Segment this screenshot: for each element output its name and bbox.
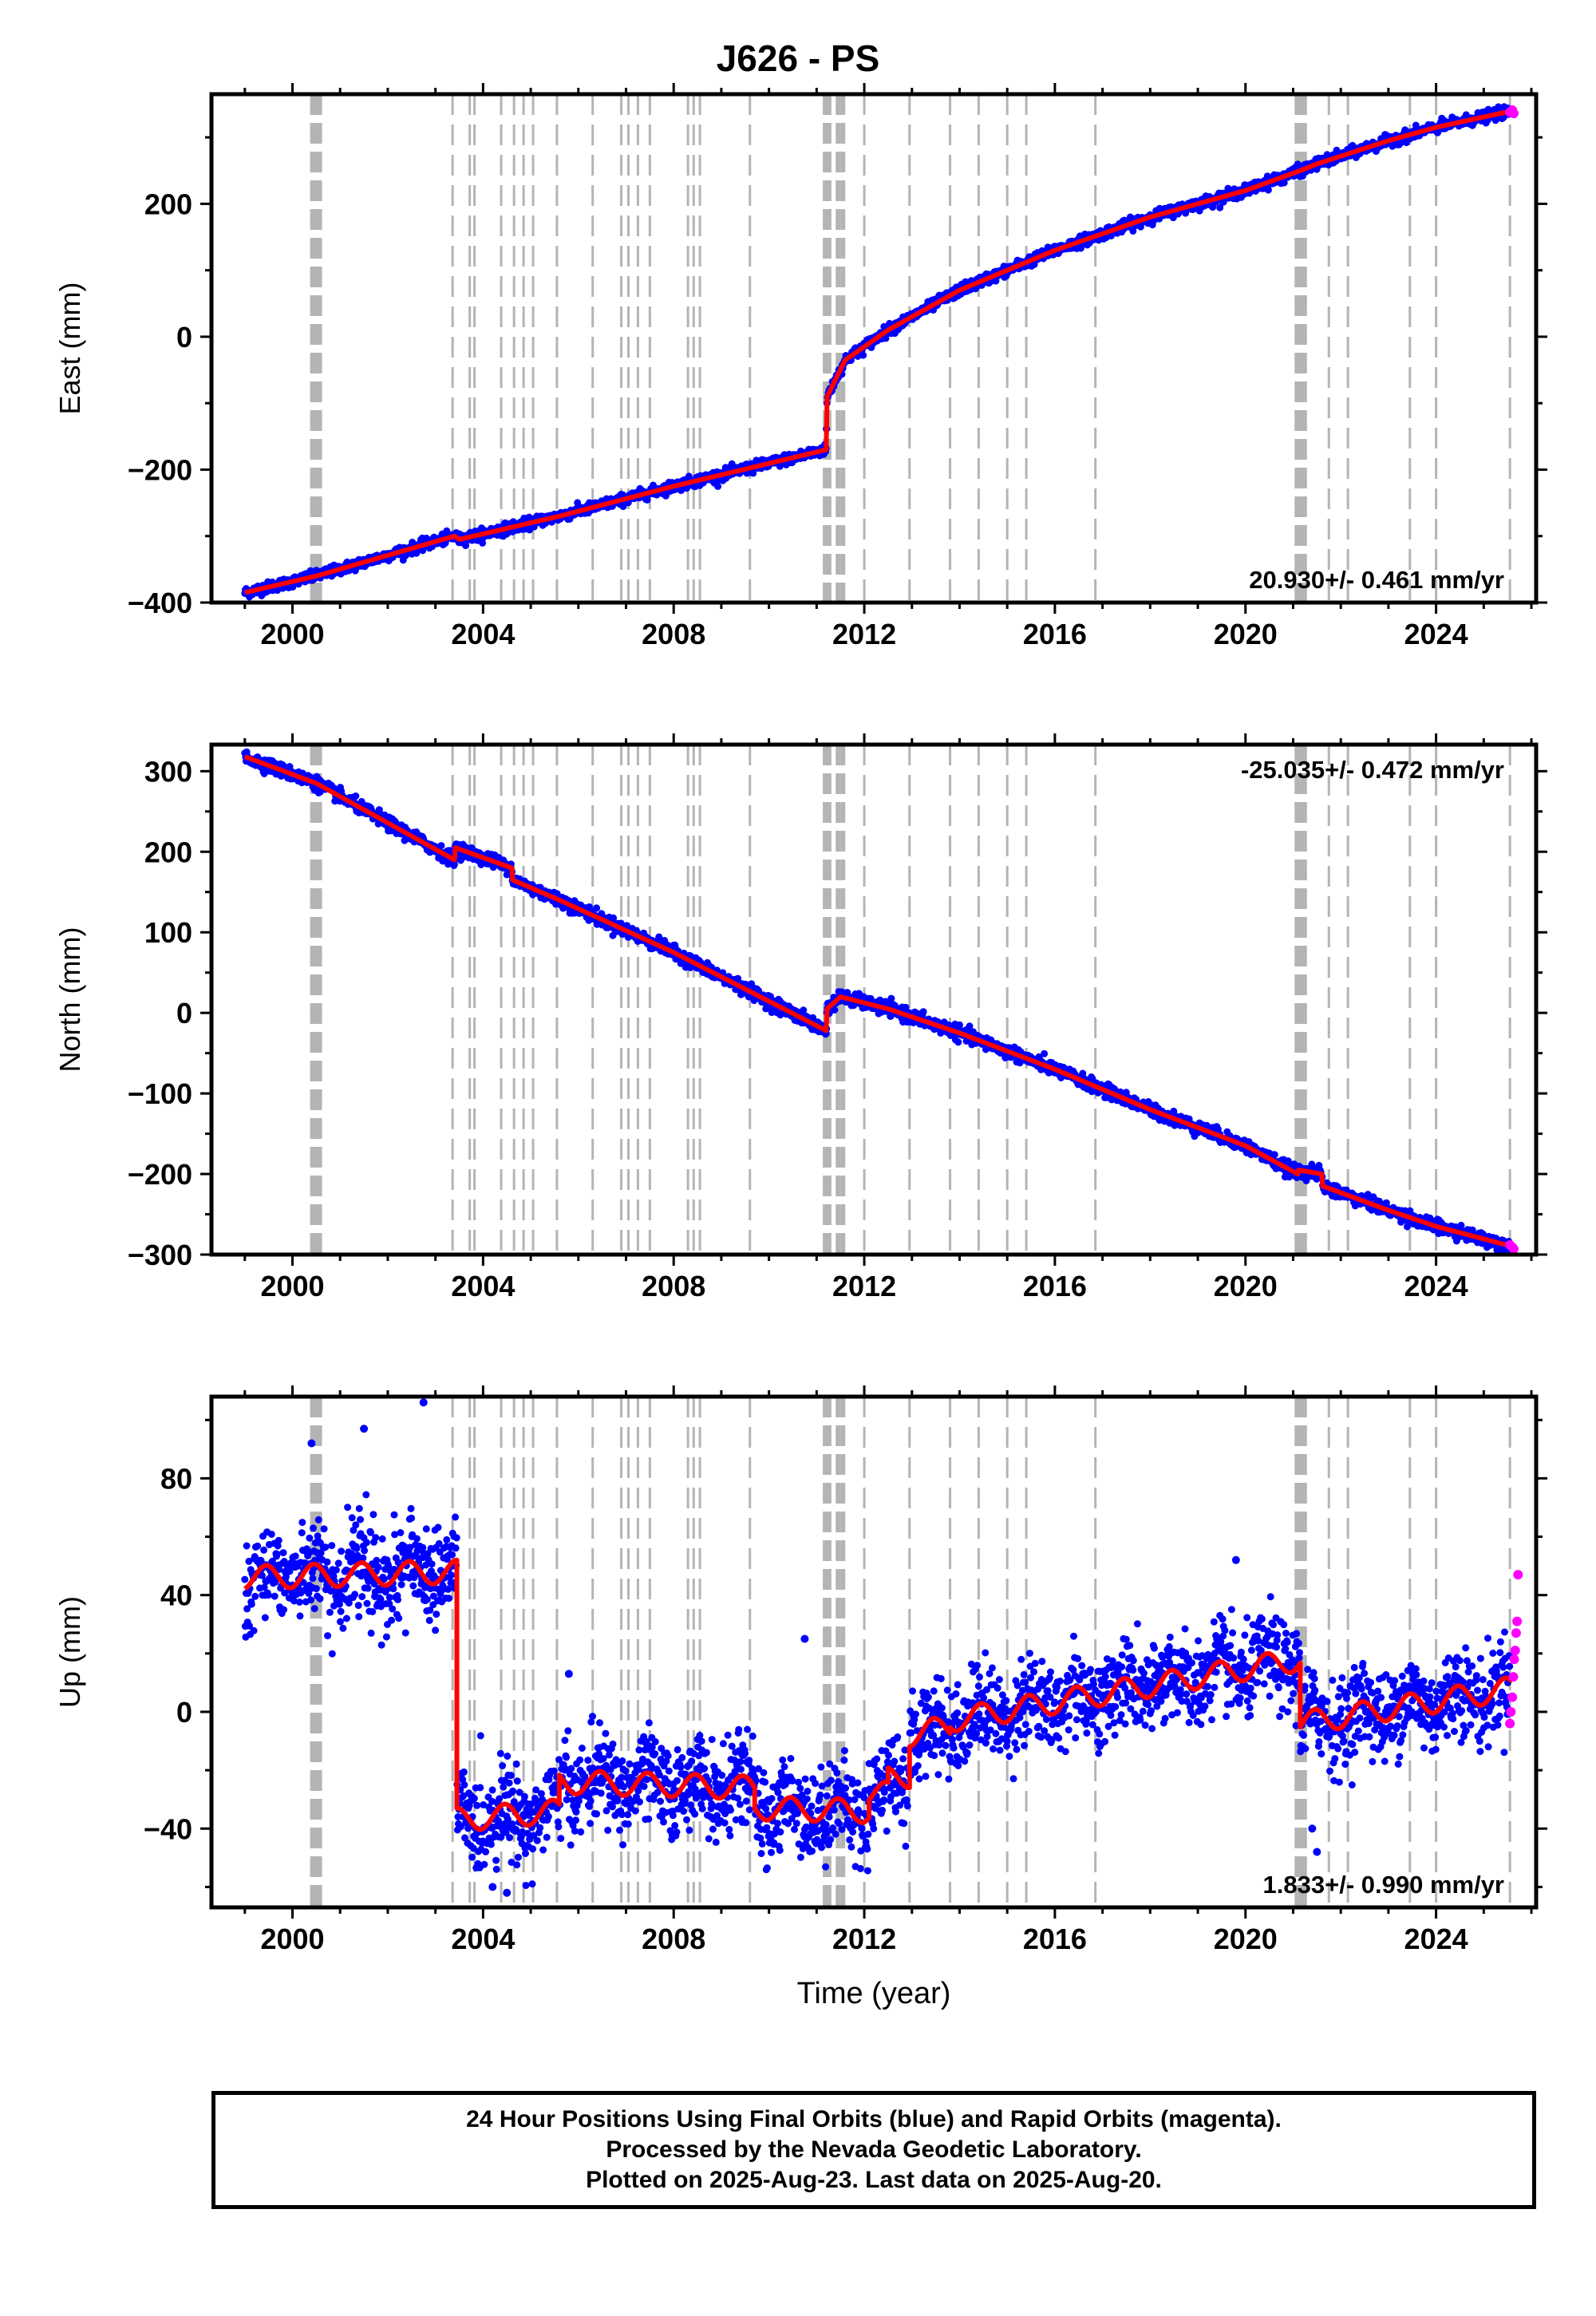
plot-frame xyxy=(209,92,1539,605)
plot-content xyxy=(241,745,1519,1255)
x-tick-label: 2000 xyxy=(260,1270,324,1302)
x-tick-label: 2012 xyxy=(832,618,896,650)
rapid-orbit-point xyxy=(1513,1570,1523,1580)
rapid-orbit-point xyxy=(1512,1616,1523,1626)
x-tick-label: 2000 xyxy=(260,618,324,650)
x-tick-label: 2024 xyxy=(1404,1270,1468,1302)
plot-frame xyxy=(209,1394,1539,1910)
outlier-point xyxy=(360,1425,369,1433)
y-tick-label: 80 xyxy=(160,1462,192,1495)
footer-line-1: 24 Hour Positions Using Final Orbits (bl… xyxy=(466,2106,1282,2132)
model-line xyxy=(244,108,1513,595)
rapid-orbit-point xyxy=(1509,1654,1519,1665)
north-panel: 2000 2004 2008 2012 2016 2020 2024−300−200−100… xyxy=(53,733,1547,1302)
model-line xyxy=(243,1557,1515,1832)
outlier-point xyxy=(1231,1555,1240,1564)
y-tick-label: 200 xyxy=(144,188,192,220)
y-tick-label: −400 xyxy=(128,587,192,619)
y-tick-label: 40 xyxy=(160,1579,192,1612)
x-tick-label: 2016 xyxy=(1023,1270,1087,1302)
chart-title: J626 - PS xyxy=(716,38,880,79)
footer-box: 24 Hour Positions Using Final Orbits (bl… xyxy=(211,2091,1536,2209)
x-tick-label: 2016 xyxy=(1023,1923,1087,1955)
x-axis-label: Time (year) xyxy=(797,1977,951,2010)
x-tick-label: 2024 xyxy=(1404,1923,1468,1955)
footer-line-3: Plotted on 2025-Aug-23. Last data on 202… xyxy=(586,2167,1162,2193)
y-tick-label: 0 xyxy=(176,321,192,354)
y-axis-label: East (mm) xyxy=(53,283,86,415)
y-tick-label: 100 xyxy=(144,916,192,949)
rapid-orbit-point xyxy=(1505,1718,1515,1729)
y-tick-label: −200 xyxy=(128,1158,192,1191)
x-tick-label: 2012 xyxy=(832,1923,896,1955)
x-tick-label: 2016 xyxy=(1023,618,1087,650)
x-tick-label: 2020 xyxy=(1214,1923,1278,1955)
rapid-orbit-point xyxy=(1511,1628,1521,1638)
rapid-orbit-point xyxy=(1508,1672,1519,1682)
y-tick-label: 300 xyxy=(144,755,192,788)
outlier-point xyxy=(419,1398,428,1407)
y-tick-label: −300 xyxy=(128,1239,192,1271)
y-tick-label: −100 xyxy=(128,1077,192,1110)
model-line xyxy=(243,754,1513,1249)
x-tick-label: 2004 xyxy=(451,618,515,650)
x-tick-label: 2008 xyxy=(642,618,705,650)
x-tick-label: 2008 xyxy=(642,1923,705,1955)
x-tick-label: 2024 xyxy=(1404,618,1468,650)
y-tick-label: −40 xyxy=(144,1812,192,1845)
x-tick-label: 2012 xyxy=(832,1270,896,1302)
rapid-orbit-point xyxy=(1510,1646,1520,1656)
east-panel: 2000 2004 2008 2012 2016 2020 2024 −400 −200 0 200… xyxy=(53,83,1547,650)
rate-label: -25.035+/- 0.472 mm/yr xyxy=(1241,756,1504,784)
y-tick-label: 200 xyxy=(144,836,192,868)
y-axis-label: North (mm) xyxy=(53,927,86,1073)
x-tick-label: 2004 xyxy=(451,1270,515,1302)
outlier-point xyxy=(564,1670,573,1678)
rapid-orbit-point xyxy=(1508,109,1519,119)
x-tick-label: 2008 xyxy=(642,1270,705,1302)
outlier-point xyxy=(1313,1848,1321,1856)
outlier-point xyxy=(488,1883,497,1891)
y-tick-label: 0 xyxy=(176,1696,192,1729)
x-tick-label: 2000 xyxy=(260,1923,324,1955)
up-panel: 2000 2004 2008 2012 2016 2020 2024 −40 0 40 80 Up (… xyxy=(53,1385,1547,2010)
x-tick-label: 2004 xyxy=(451,1923,515,1955)
y-tick-label: −200 xyxy=(128,453,192,486)
rate-label: 20.930+/- 0.461 mm/yr xyxy=(1249,566,1504,594)
x-tick-label: 2020 xyxy=(1214,618,1278,650)
plot-content xyxy=(241,1397,1523,1907)
rate-label: 1.833+/- 0.990 mm/yr xyxy=(1263,1871,1504,1899)
plot-content xyxy=(241,94,1519,603)
outlier-point xyxy=(307,1439,316,1448)
rapid-orbit-point xyxy=(1508,1243,1519,1254)
outlier-point xyxy=(1308,1824,1317,1833)
outlier-point xyxy=(503,1888,512,1897)
footer-line-2: Processed by the Nevada Geodetic Laborat… xyxy=(606,2136,1142,2163)
y-tick-label: 0 xyxy=(176,997,192,1030)
outlier-point xyxy=(800,1634,809,1643)
y-axis-label: Up (mm) xyxy=(53,1596,86,1708)
rapid-orbit-point xyxy=(1507,1692,1518,1702)
rapid-orbit-point xyxy=(1506,1706,1516,1717)
x-tick-label: 2020 xyxy=(1214,1270,1278,1302)
plot-frame xyxy=(209,742,1539,1257)
final-orbit-points xyxy=(241,1491,1514,1889)
